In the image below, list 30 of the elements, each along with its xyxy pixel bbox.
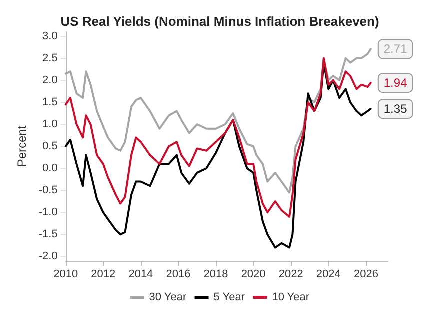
x-tick-label: 2018 <box>204 268 228 280</box>
x-tick-label: 2024 <box>316 268 341 280</box>
y-tick-label: 3.0 <box>42 30 58 42</box>
y-tick-label: -0.5 <box>38 184 58 197</box>
y-tick-label: 0.0 <box>42 162 58 175</box>
y-tick-label: 2.0 <box>42 74 58 86</box>
x-tick-label: 2010 <box>54 268 78 280</box>
y-tick-label: -2.0 <box>38 250 58 263</box>
legend-label: 5 Year <box>214 292 246 304</box>
y-tick-label: 0.5 <box>42 140 58 152</box>
y-tick-label: -1.0 <box>38 206 58 219</box>
line-series <box>64 57 372 218</box>
x-tick-label: 2022 <box>278 268 304 280</box>
data-label: 2.71 <box>384 42 408 56</box>
line-series <box>64 48 372 194</box>
y-tick-label: -1.5 <box>38 228 58 241</box>
y-tick-label: 1.5 <box>42 96 58 108</box>
y-tick-label: 1.0 <box>42 118 58 130</box>
y-axis-title: Percent <box>15 125 29 168</box>
x-tick-label: 2020 <box>241 268 266 280</box>
data-label: 1.94 <box>384 76 408 90</box>
legend-label: 10 Year <box>272 292 310 304</box>
x-tick-label: 2012 <box>91 268 116 280</box>
x-tick-label: 2026 <box>354 268 378 280</box>
chart-title: US Real Yields (Nominal Minus Inflation Breakeven) <box>60 14 380 29</box>
y-tick-label: 2.5 <box>42 52 58 64</box>
data-label: 1.35 <box>384 102 408 116</box>
x-tick-label: 2014 <box>128 268 154 280</box>
legend-label: 30 Year <box>149 292 187 304</box>
x-tick-label: 2016 <box>166 268 191 280</box>
